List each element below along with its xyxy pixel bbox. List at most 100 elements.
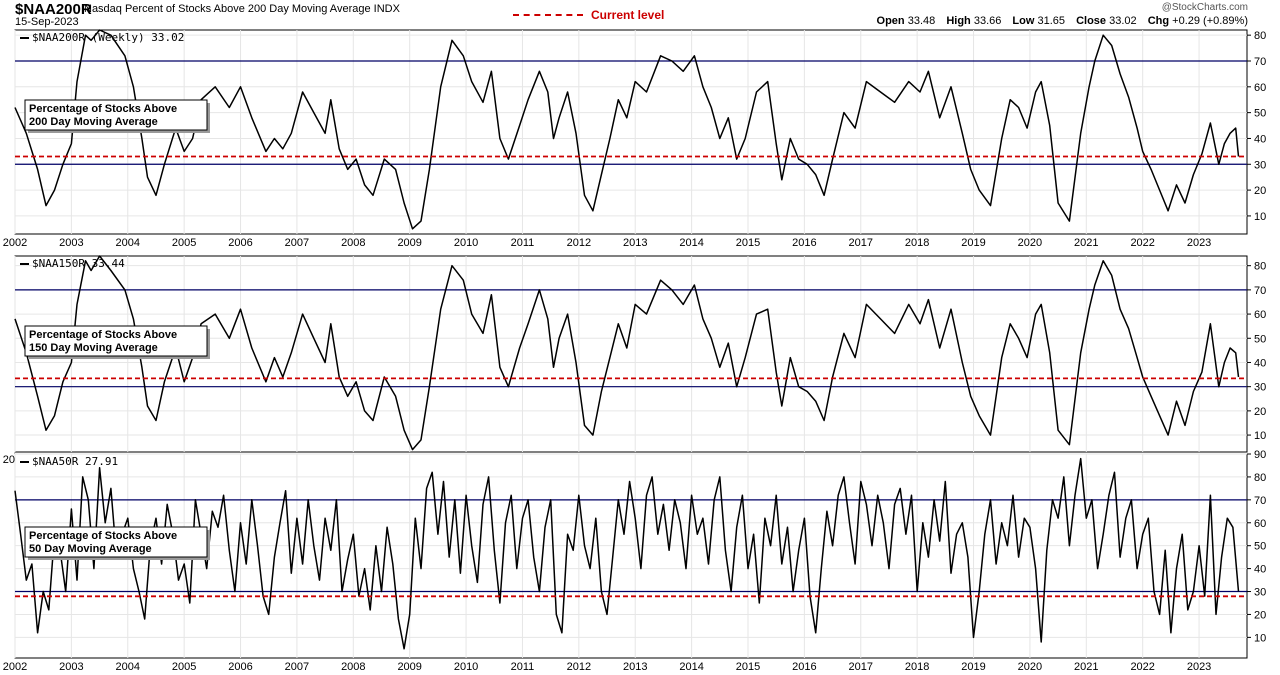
y-tick-label: 60 <box>1254 309 1266 321</box>
y-tick-label: 40 <box>1254 564 1266 576</box>
x-tick-label: 2023 <box>1187 661 1211 673</box>
x-tick-label: 2011 <box>511 661 535 673</box>
chart-panel-1: 2002 2003 2004 2005 2006 2007 2008 2009 2010 2011… <box>3 29 1266 249</box>
annotation-text: Percentage of Stocks Above <box>29 530 177 542</box>
x-tick-label: 2012 <box>567 661 591 673</box>
x-tick-label: 2010 <box>454 661 478 673</box>
y-tick-label: 40 <box>1254 357 1266 369</box>
current-level-legend-label: Current level <box>591 8 665 22</box>
y-tick-label: 50 <box>1254 333 1266 345</box>
y-tick-label: 50 <box>1254 108 1266 120</box>
y-tick-label: 80 <box>1254 472 1266 484</box>
x-tick-label: 2019 <box>961 237 985 249</box>
x-tick-label: 2020 <box>1018 661 1042 673</box>
x-tick-label: 2003 <box>59 237 83 249</box>
high-label: High <box>946 15 971 27</box>
stockcharts-credit[interactable]: @StockCharts.com <box>1161 2 1248 13</box>
y-tick-label: 10 <box>1254 632 1266 644</box>
x-tick-label: 2023 <box>1187 237 1211 249</box>
y-tick-label: 80 <box>1254 30 1266 42</box>
y-tick-label: 10 <box>1254 430 1266 442</box>
x-tick-label: 2006 <box>228 661 252 673</box>
x-tick-label: 2003 <box>59 661 83 673</box>
x-tick-label: 2004 <box>116 661 140 673</box>
x-tick-label: 2004 <box>116 237 140 249</box>
annotation-text: 50 Day Moving Average <box>29 543 152 555</box>
x-tick-label: 2014 <box>679 661 703 673</box>
x-tick-label: 2012 <box>567 237 591 249</box>
x-tick-label: 2007 <box>285 237 309 249</box>
y-tick-label: 50 <box>1254 541 1266 553</box>
x-tick-label: 2019 <box>961 661 985 673</box>
panel-title: $NAA200R (Weekly) 33.02 <box>32 31 184 44</box>
series-line <box>14 457 1240 650</box>
chart-panel-2: 2002200320042005200620072008200920102011… <box>3 255 1266 466</box>
chg-value: +0.29 (+0.89%) <box>1172 15 1248 27</box>
y-tick-label: 80 <box>1254 261 1266 273</box>
x-tick-label: 2009 <box>397 237 421 249</box>
annotation-box <box>24 526 208 558</box>
x-tick-label: 2011 <box>511 237 535 249</box>
x-tick-label: 2021 <box>1074 661 1098 673</box>
annotation-text: Percentage of Stocks Above <box>29 103 177 115</box>
x-tick-label: 2005 <box>172 237 196 249</box>
low-label: Low <box>1012 15 1035 27</box>
ohlc-readout: Open 33.48 High 33.66 Low 31.65 Close 33… <box>877 15 1248 27</box>
y-tick-label: 90 <box>1254 449 1266 461</box>
x-tick-label: 2016 <box>792 237 816 249</box>
chart-panel-3: 2002 2003 2004 2005 2006 2007 2008 2009 2010 2011… <box>3 449 1266 673</box>
x-tick-label: 2017 <box>849 661 873 673</box>
current-level-legend-swatch <box>513 14 583 16</box>
y-tick-label: 60 <box>1254 518 1266 530</box>
x-tick-label: 2017 <box>849 237 873 249</box>
y-tick-label: 10 <box>1254 211 1266 223</box>
y-tick-label: 30 <box>1254 382 1266 394</box>
x-tick-label: 2014 <box>679 237 703 249</box>
chart-date: 15-Sep-2023 <box>15 16 79 28</box>
series-line <box>14 255 1240 451</box>
current-level-legend: Current level <box>513 8 664 22</box>
panel-frame <box>14 29 1248 235</box>
x-tick-label: 2010 <box>454 237 478 249</box>
x-tick-label: 2021 <box>1074 237 1098 249</box>
x-tick-label: 2018 <box>905 237 929 249</box>
x-tick-label: 2020 <box>1018 237 1042 249</box>
y-tick-label: 20 <box>1254 185 1266 197</box>
annotation-text: 150 Day Moving Average <box>29 342 158 354</box>
close-value: 33.02 <box>1109 15 1137 27</box>
low-value: 31.65 <box>1037 15 1066 27</box>
x-tick-label: 2016 <box>792 661 816 673</box>
x-tick-label: 2015 <box>736 237 760 249</box>
y-tick-label: 30 <box>1254 587 1266 599</box>
y-tick-label: 60 <box>1254 82 1266 94</box>
y-tick-label: 40 <box>1254 133 1266 145</box>
x-tick-label: 2002 <box>3 661 27 673</box>
x-tick-label: 2008 <box>341 237 365 249</box>
y-tick-label: 70 <box>1254 56 1266 68</box>
x-tick-label: 2022 <box>1130 661 1154 673</box>
symbol-description: Nasdaq Percent of Stocks Above 200 Day M… <box>84 3 400 15</box>
y-tick-label: 20 <box>1254 609 1266 621</box>
x-tick-label: 2009 <box>397 661 421 673</box>
x-tick-label: 2007 <box>285 661 309 673</box>
x-tick-label: 2018 <box>905 661 929 673</box>
x-tick-label: 2006 <box>228 237 252 249</box>
x-tick-label: 2005 <box>172 661 196 673</box>
annotation-text: Percentage of Stocks Above <box>29 329 177 341</box>
open-label: Open <box>876 15 905 27</box>
y-tick-label: 20 <box>1254 406 1266 418</box>
x-tick-label: 2013 <box>623 661 647 673</box>
chg-label: Chg <box>1147 15 1170 27</box>
chart-header: $NAA200R Nasdaq Percent of Stocks Above … <box>0 0 1280 28</box>
x-tick-label: 2013 <box>623 237 647 249</box>
y-tick-label: 70 <box>1254 285 1266 297</box>
open-value: 33.48 <box>907 15 936 27</box>
panel-title: $NAA150R 33.44 <box>32 257 125 270</box>
panel-title: $NAA50R 27.91 <box>32 455 118 468</box>
annotation-box <box>24 325 208 357</box>
x-tick-label: 2002 <box>3 237 27 249</box>
annotation-box <box>24 99 208 131</box>
series-line <box>14 29 1240 230</box>
symbol-title: $NAA200R <box>15 1 92 18</box>
